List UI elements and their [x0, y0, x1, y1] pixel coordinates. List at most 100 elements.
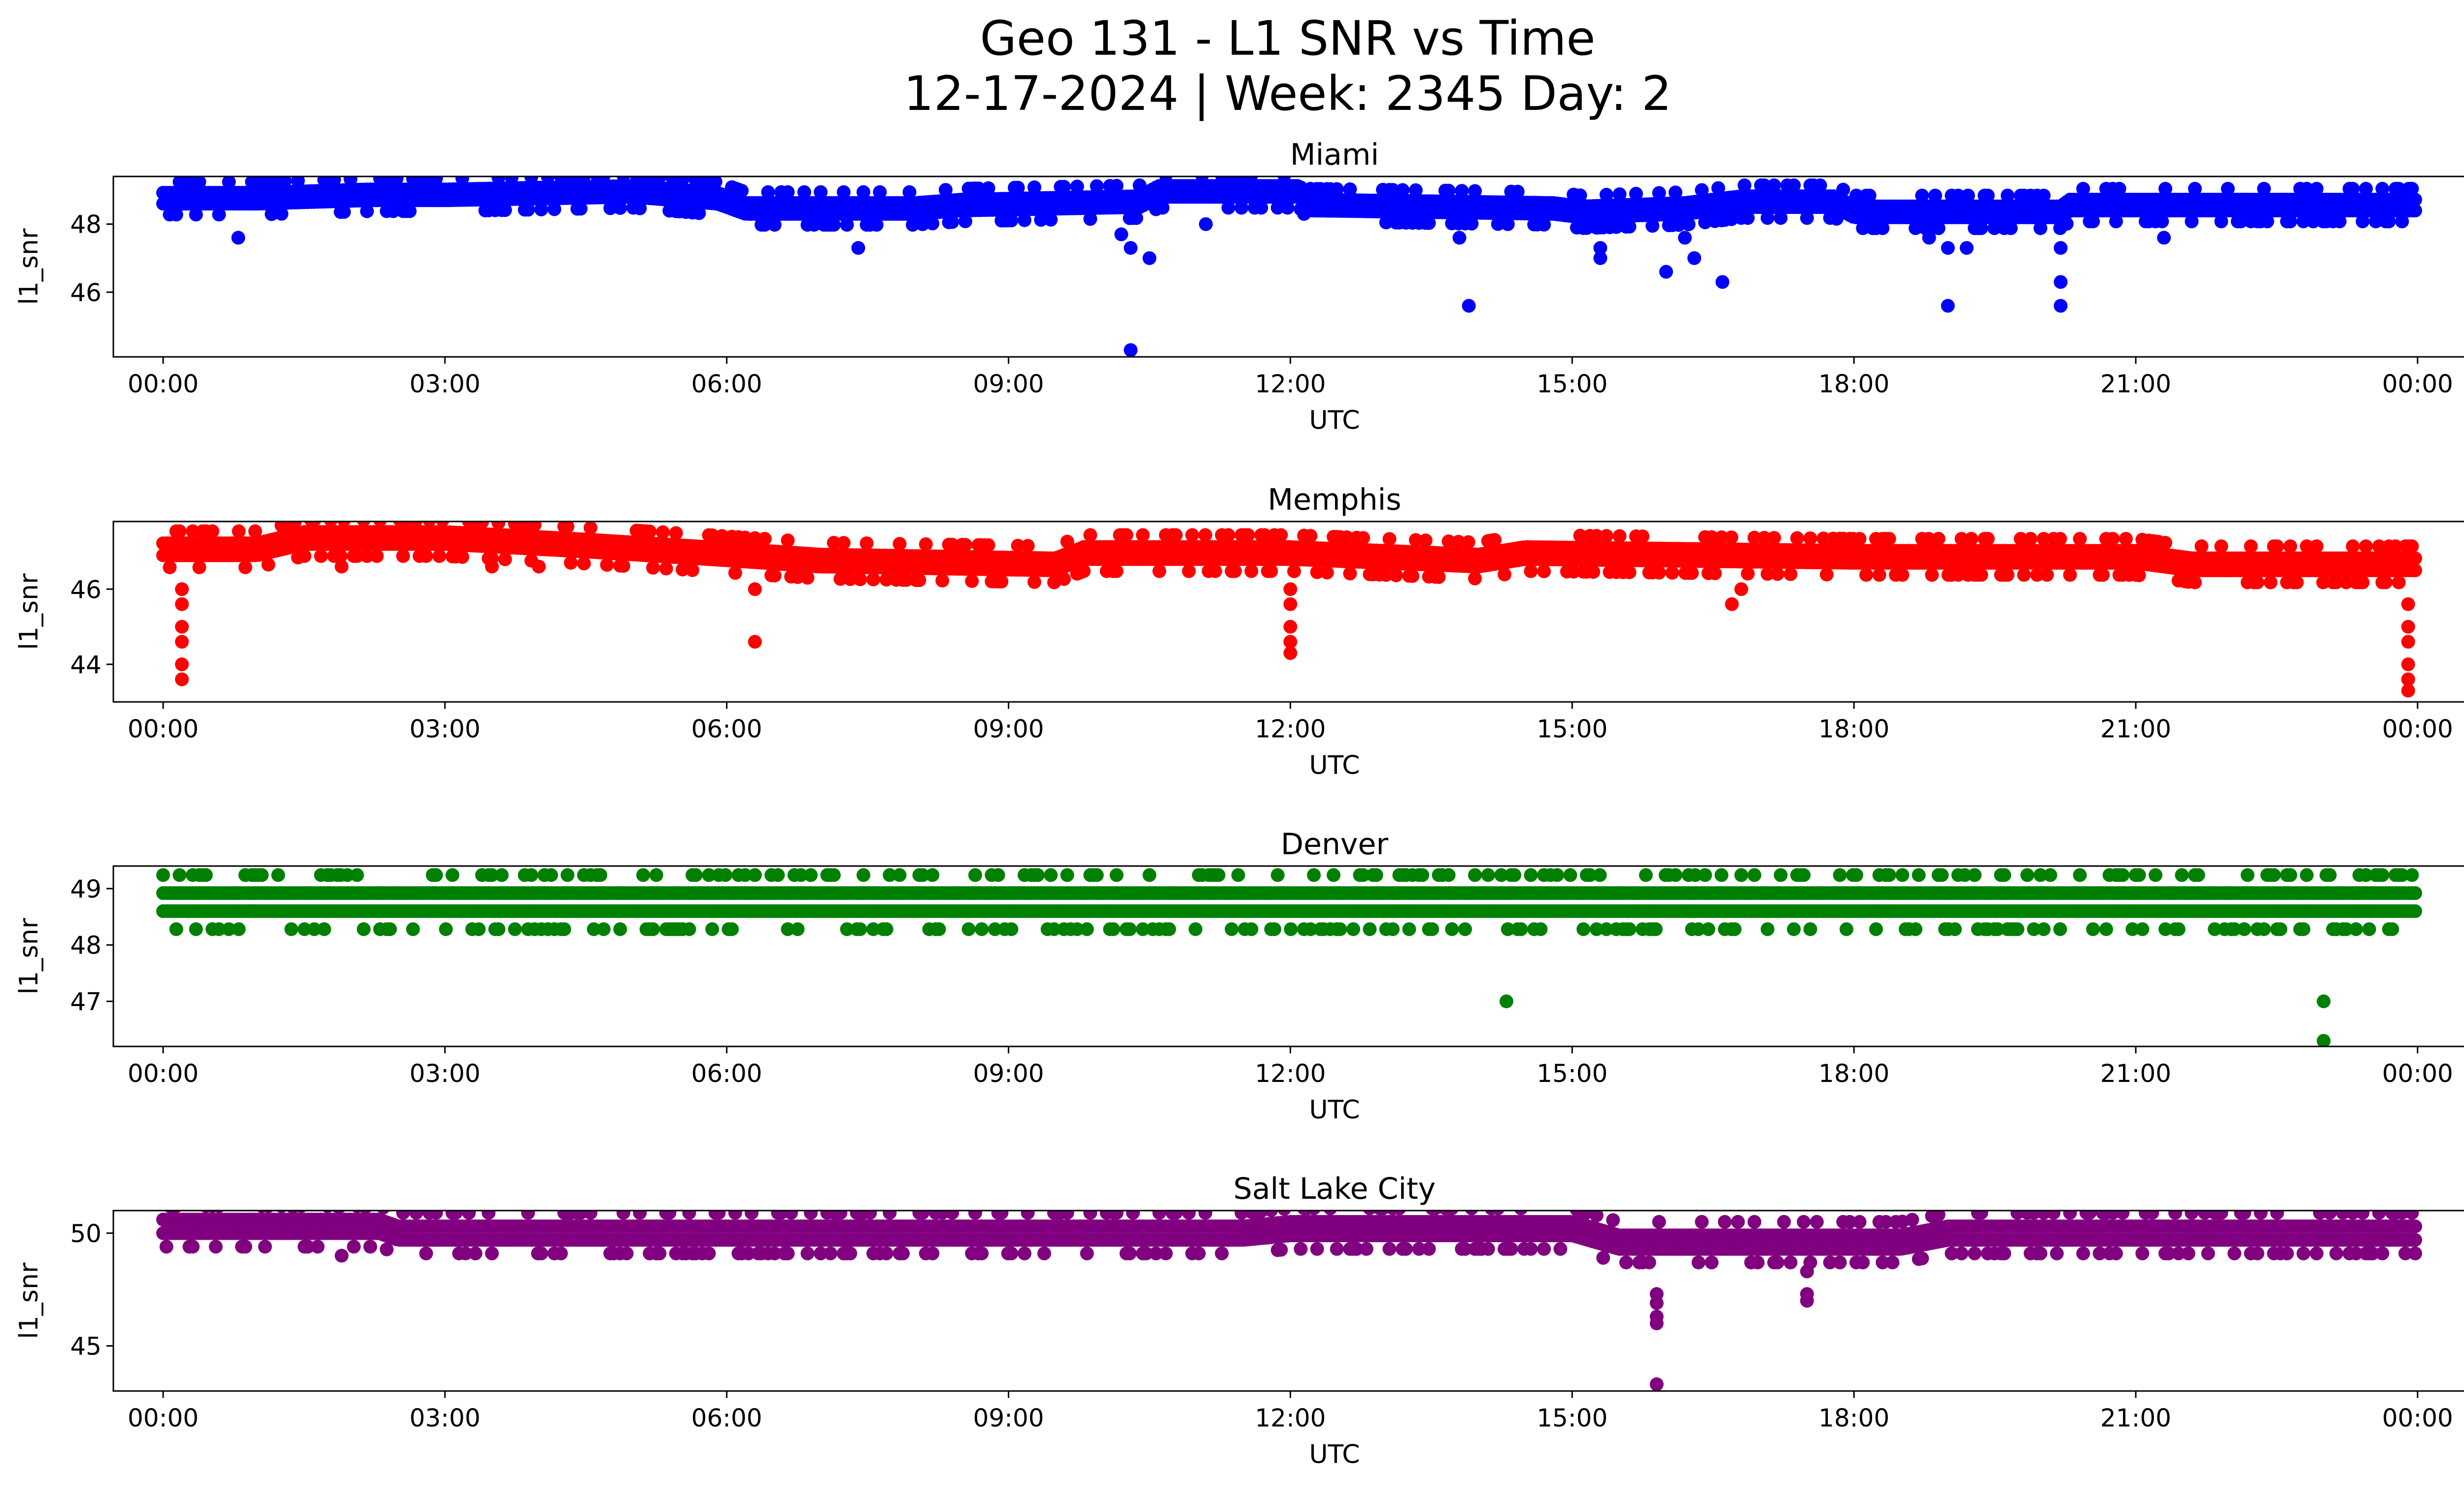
data-point — [1244, 564, 1259, 578]
data-point — [1021, 539, 1035, 553]
data-point-outlier — [231, 231, 245, 245]
data-point — [1274, 528, 1288, 542]
data-point — [337, 205, 351, 219]
data-point — [2392, 181, 2406, 196]
data-point — [603, 201, 617, 215]
data-point — [1849, 188, 1863, 203]
data-point — [1862, 188, 1877, 203]
data-point — [1599, 922, 1613, 937]
data-point-outlier — [851, 241, 865, 255]
data-point — [2369, 214, 2383, 229]
data-point — [2346, 539, 2360, 554]
data-point — [574, 202, 588, 216]
data-point — [1645, 219, 1660, 233]
data-point — [1563, 868, 1577, 882]
data-point-outlier — [1678, 231, 1692, 245]
data-point — [1705, 530, 1719, 544]
data-point — [738, 530, 752, 545]
data-point — [1639, 868, 1653, 882]
data-point — [1800, 211, 1814, 225]
data-point — [866, 922, 881, 937]
data-point — [761, 185, 775, 199]
data-point — [1573, 188, 1587, 203]
data-point — [186, 524, 200, 538]
data-point — [1379, 215, 1393, 230]
data-point — [189, 208, 203, 222]
data-point — [1833, 868, 1847, 882]
data-point — [1129, 211, 1143, 225]
data-point — [1787, 178, 1801, 192]
x-tick-label: 12:00 — [1255, 370, 1326, 398]
data-point — [2194, 539, 2209, 554]
data-point — [156, 868, 170, 882]
data-point — [403, 204, 417, 218]
data-point — [2405, 181, 2419, 196]
data-point-outlier — [1593, 251, 1608, 265]
data-point — [2043, 868, 2057, 882]
data-point — [1747, 530, 1762, 545]
data-point — [1819, 567, 1834, 582]
data-point — [1951, 188, 1965, 203]
data-point — [524, 868, 539, 882]
data-point — [1339, 530, 1354, 544]
data-point — [1997, 868, 2012, 882]
data-point — [373, 522, 387, 527]
data-point — [725, 922, 739, 937]
data-point — [879, 922, 893, 937]
data-point — [1307, 868, 1321, 882]
data-point-outlier — [1959, 241, 1974, 255]
data-point — [2299, 181, 2314, 196]
data-point — [1836, 182, 1850, 197]
data-point — [597, 922, 611, 937]
data-point — [1057, 572, 1071, 586]
data-point — [495, 868, 509, 882]
data-point — [1790, 531, 1804, 545]
data-point — [600, 558, 614, 572]
data-point — [410, 522, 423, 527]
x-tick-label: 18:00 — [1818, 715, 1889, 743]
data-point — [1912, 868, 1926, 882]
data-point — [1162, 922, 1176, 937]
data-point — [1494, 868, 1508, 882]
data-point — [961, 922, 976, 937]
data-point — [837, 185, 851, 199]
data-point — [840, 922, 854, 937]
data-point — [945, 215, 959, 229]
x-tick-label: 15:00 — [1537, 370, 1608, 398]
data-point-outlier — [1659, 265, 1673, 279]
scatter-points — [156, 868, 2422, 1046]
data-point — [1221, 528, 1235, 542]
data-point-outlier — [2401, 672, 2415, 687]
data-point — [1333, 922, 1347, 937]
data-point — [853, 572, 867, 587]
data-point — [692, 206, 706, 220]
data-point — [906, 218, 920, 232]
data-point — [1231, 868, 1245, 882]
data-point — [1491, 217, 1505, 231]
data-point — [883, 868, 897, 882]
data-point — [1060, 868, 1074, 882]
data-point — [172, 868, 187, 882]
data-point — [1320, 565, 1334, 580]
data-point — [1909, 922, 1922, 937]
data-point — [261, 557, 275, 572]
data-point — [853, 922, 867, 937]
data-point — [419, 549, 433, 563]
data-point — [1872, 568, 1886, 582]
data-point — [169, 208, 183, 222]
data-point — [1405, 569, 1420, 583]
data-point — [2260, 214, 2274, 229]
data-point — [2316, 575, 2330, 590]
data-point-outlier — [335, 559, 349, 574]
data-point — [748, 531, 762, 545]
data-point — [1090, 179, 1104, 193]
data-point — [975, 922, 989, 937]
data-point — [317, 922, 331, 937]
data-point — [1760, 922, 1775, 937]
data-point-outlier — [748, 635, 762, 649]
data-point — [837, 536, 851, 550]
data-point — [2023, 532, 2038, 546]
data-point — [804, 868, 818, 882]
data-point — [485, 868, 499, 882]
